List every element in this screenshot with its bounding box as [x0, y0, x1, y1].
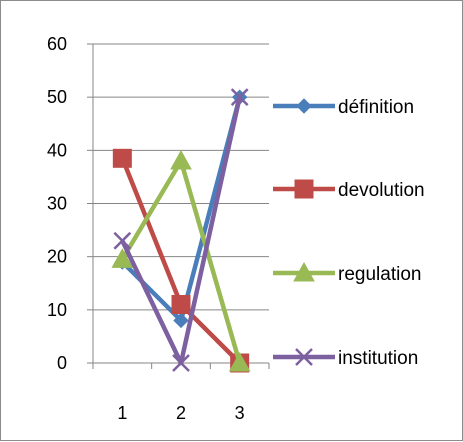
series-1-point-2 — [171, 295, 191, 315]
x-tick-label-1: 1 — [117, 403, 127, 423]
series-1-line — [120, 157, 242, 365]
y-tick-labels: 0 10 20 30 40 50 60 — [47, 34, 67, 373]
legend-0-swatch-marker — [296, 98, 312, 114]
series-3-point-2 — [172, 354, 190, 372]
gridlines — [93, 43, 269, 311]
x-tick-labels: 1 2 3 — [117, 403, 244, 423]
series-3-point-3 — [230, 88, 249, 107]
y-tick-label-60: 60 — [47, 34, 67, 54]
legend-1-swatch-marker — [294, 179, 314, 199]
legend-3-label: institution — [338, 348, 418, 369]
x-tick-label-2: 2 — [176, 403, 186, 423]
y-tick-label-10: 10 — [47, 300, 67, 320]
series-0-line — [120, 96, 242, 323]
legend-2-swatch-marker — [293, 261, 315, 282]
legend-2-entry: regulation — [273, 261, 421, 285]
y-tick-label-50: 50 — [47, 87, 67, 107]
series-0-point-2 — [173, 312, 189, 329]
legend-0-entry: définition — [273, 97, 414, 118]
legend-3-entry: institution — [273, 348, 418, 369]
series-3-point-1 — [113, 231, 132, 250]
x-tick-label-3: 3 — [235, 403, 245, 423]
series-2-line — [120, 158, 242, 364]
y-tick-label-0: 0 — [57, 353, 67, 373]
legend-1-entry: devolution — [273, 179, 425, 201]
legend-2-label: regulation — [338, 264, 421, 285]
legend: définition devolution regulation institutio… — [273, 97, 425, 369]
series-2-point-3 — [228, 351, 251, 372]
series-lines — [111, 88, 251, 373]
legend-3-swatch-marker — [295, 348, 313, 366]
y-tick-label-30: 30 — [47, 194, 67, 214]
series-1-point-1 — [112, 148, 132, 168]
legend-0-label: définition — [338, 97, 414, 118]
y-tick-label-20: 20 — [47, 247, 67, 267]
series-2-point-1 — [111, 248, 134, 268]
series-2-point-2 — [170, 149, 192, 170]
y-tick-label-40: 40 — [47, 140, 67, 160]
legend-1-label: devolution — [338, 180, 425, 201]
